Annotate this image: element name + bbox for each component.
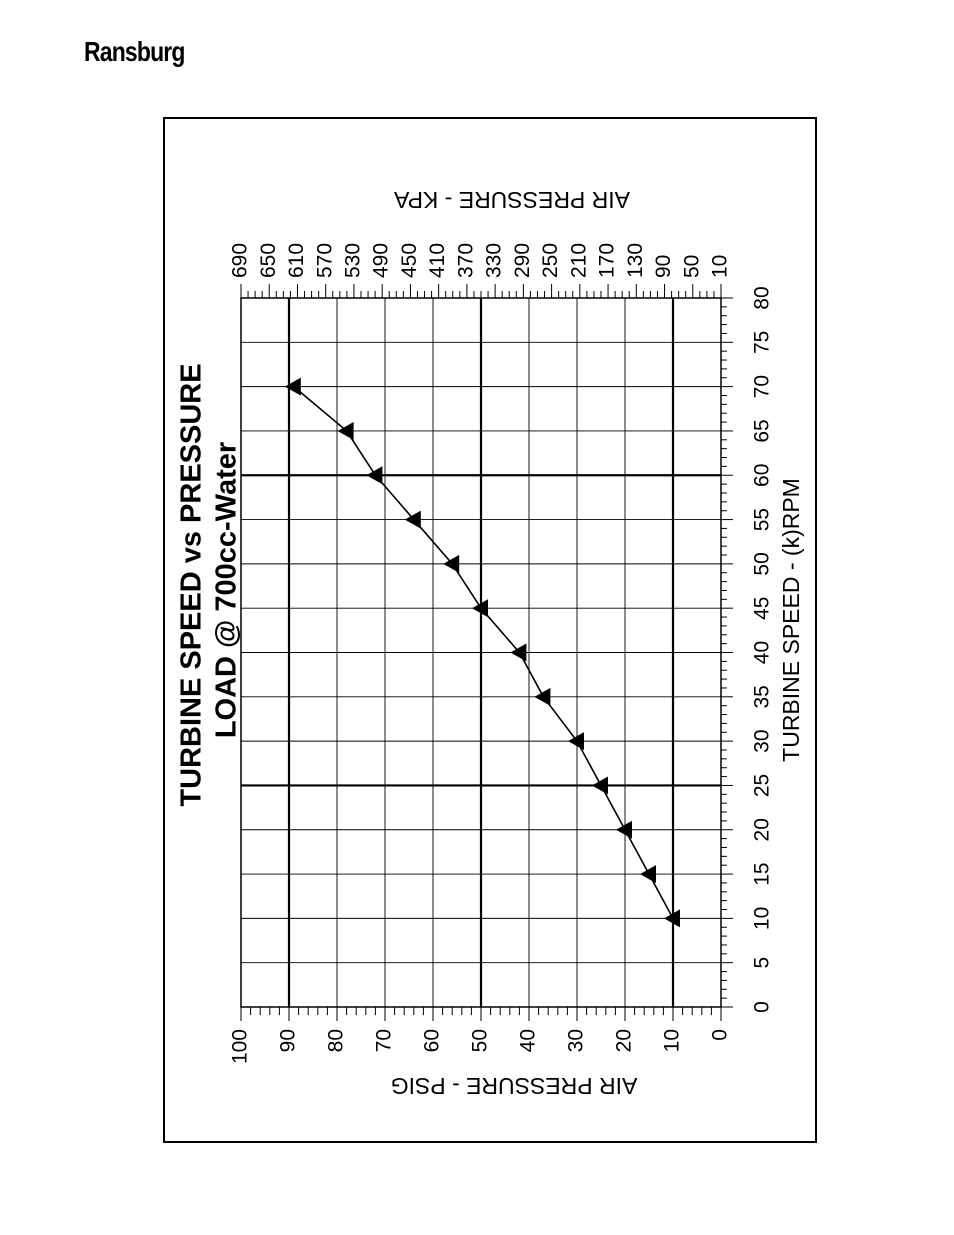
data-point xyxy=(664,909,680,928)
tick-label-rpm: 10 xyxy=(751,907,774,930)
tick-label-kpa: 490 xyxy=(370,243,393,278)
tick-layer xyxy=(240,284,733,1021)
data-point xyxy=(284,377,301,396)
tick-label-rpm: 75 xyxy=(751,331,774,354)
tick-label-psig: 30 xyxy=(565,1029,588,1052)
data-point xyxy=(337,421,354,440)
data-point xyxy=(366,466,383,485)
chart-subtitle: LOAD @ 700cc-Water xyxy=(211,442,243,738)
tick-label-rpm: 15 xyxy=(751,862,774,885)
tick-label-rpm: 45 xyxy=(751,597,774,620)
axis-title-psig: AIR PRESSURE - PSIG xyxy=(391,1073,638,1099)
tick-label-rpm: 65 xyxy=(751,419,774,442)
tick-label-kpa: 690 xyxy=(229,243,252,278)
tick-label-kpa: 10 xyxy=(709,255,732,278)
tick-label-rpm: 5 xyxy=(751,957,774,969)
tick-label-psig: 80 xyxy=(325,1029,348,1052)
tick-label-kpa: 250 xyxy=(539,243,562,278)
tick-label-rpm: 60 xyxy=(751,464,774,487)
tick-label-rpm: 30 xyxy=(751,729,774,752)
data-point xyxy=(472,599,488,618)
tick-label-psig: 10 xyxy=(661,1029,684,1052)
tick-label-psig: 0 xyxy=(709,1029,732,1041)
tick-label-kpa: 130 xyxy=(624,243,647,278)
chart-frame xyxy=(163,117,817,1143)
data-point xyxy=(404,510,421,529)
tick-label-rpm: 55 xyxy=(751,508,774,531)
tick-label-psig: 20 xyxy=(613,1029,636,1052)
tick-label-kpa: 450 xyxy=(398,243,421,278)
tick-label-kpa: 410 xyxy=(426,243,449,278)
axis-title-kpa: AIR PRESSURE - KPA xyxy=(393,187,630,213)
tick-label-rpm: 0 xyxy=(751,1001,774,1013)
chart-title: TURBINE SPEED vs PRESSURE xyxy=(176,363,208,806)
data-point xyxy=(443,554,460,573)
tick-label-psig: 70 xyxy=(373,1029,396,1052)
tick-label-kpa: 330 xyxy=(483,243,506,278)
tick-label-rpm: 70 xyxy=(751,375,774,398)
tick-label-psig: 100 xyxy=(229,1029,252,1064)
grid-layer xyxy=(240,297,722,1008)
label-layer: 0 10 20 30 40 50 60 70 80 90 100 0 5 10 15 20 25 30 35 40 45… xyxy=(176,187,804,1099)
tick-label-rpm: 40 xyxy=(751,641,774,664)
tick-label-kpa: 570 xyxy=(313,243,336,278)
tick-label-kpa: 210 xyxy=(567,243,590,278)
data-point xyxy=(616,820,632,839)
tick-label-rpm: 20 xyxy=(751,818,774,841)
tick-label-psig: 50 xyxy=(469,1029,492,1052)
data-point xyxy=(510,643,527,662)
data-point xyxy=(640,865,656,884)
tick-label-kpa: 370 xyxy=(454,243,477,278)
tick-label-psig: 90 xyxy=(277,1029,300,1052)
tick-label-kpa: 530 xyxy=(341,243,364,278)
data-point xyxy=(534,687,551,706)
tick-label-kpa: 50 xyxy=(680,255,703,278)
tick-label-kpa: 650 xyxy=(257,243,280,278)
brand-logo: Ransburg xyxy=(84,36,185,67)
tick-label-rpm: 25 xyxy=(751,774,774,797)
tick-label-psig: 40 xyxy=(517,1029,540,1052)
series-layer xyxy=(284,377,680,928)
tick-label-kpa: 170 xyxy=(596,243,619,278)
data-point xyxy=(592,776,608,795)
tick-label-rpm: 50 xyxy=(751,552,774,575)
tick-label-kpa: 610 xyxy=(285,243,308,278)
tick-label-rpm: 35 xyxy=(751,685,774,708)
tick-label-kpa: 290 xyxy=(511,243,534,278)
tick-label-kpa: 90 xyxy=(652,255,675,278)
tick-label-psig: 60 xyxy=(421,1029,444,1052)
axis-title-rpm: TURBINE SPEED - (k)RPM xyxy=(778,478,804,762)
tick-label-rpm: 80 xyxy=(751,286,774,309)
data-point xyxy=(568,732,584,751)
